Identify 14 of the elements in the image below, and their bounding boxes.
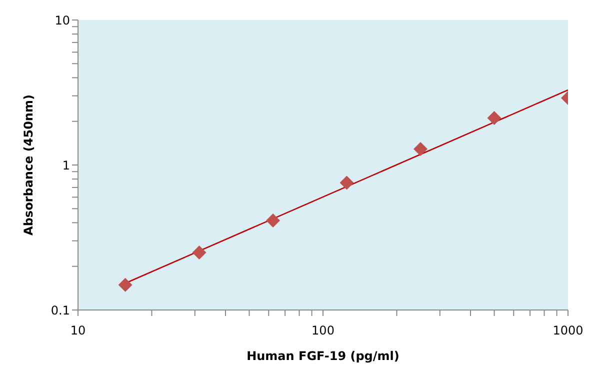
point: [340, 176, 354, 190]
y-axis-title: Absorbance (450nm): [21, 94, 36, 236]
y-tick-label: 10: [54, 13, 70, 28]
point: [118, 278, 132, 292]
y-tick-label: 0.1: [50, 303, 70, 318]
point: [266, 214, 280, 228]
x-tick-label: 100: [312, 324, 334, 338]
point: [192, 246, 206, 260]
x-axis-title: Human FGF-19 (pg/ml): [246, 349, 400, 363]
point: [413, 142, 428, 156]
y-tick-label: 1: [62, 158, 70, 172]
x-tick-label: 1000: [552, 324, 584, 338]
x-tick-label: 10: [70, 324, 86, 338]
point: [487, 110, 502, 125]
